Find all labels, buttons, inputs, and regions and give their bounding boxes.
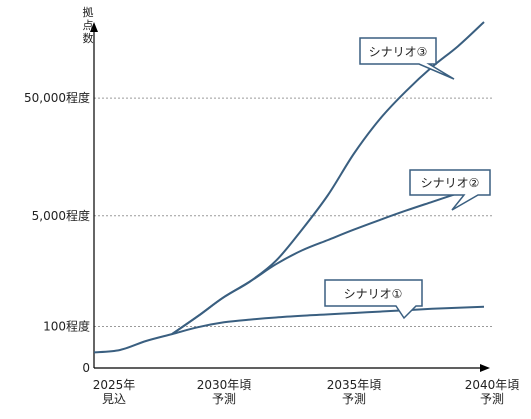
y-axis-arrow [90,22,98,32]
x-tick-label: 見込 [102,392,126,406]
axes [90,22,490,372]
callout-box [324,279,423,320]
x-tick-label: 2025年 [93,378,136,392]
y-axis-label-char: 拠 [83,6,94,19]
y-axis-label-char: 点 [83,19,94,32]
x-tick-label: 2035年頃 [327,378,382,392]
y-tick-label: 5,000程度 [32,208,90,223]
x-tick-label: 予測 [212,392,236,406]
y-tick-labels: 50,000程度 5,000程度 100程度 0 [24,90,90,375]
x-tick-label: 2040年頃 [465,378,520,392]
grid-lines [94,97,494,327]
callout-box [359,37,455,80]
y-axis-label: 拠 点 数 [83,6,94,45]
callout-scenario-1: シナリオ① [324,279,423,320]
series-label-scenario-1: シナリオ① [344,287,403,301]
x-tick-label: 予測 [480,392,504,406]
x-axis-arrow [480,364,490,372]
series-label-scenario-2: シナリオ② [421,176,480,190]
series-line-s1 [93,305,485,354]
callout-scenario-2: シナリオ② [409,169,491,211]
y-tick-label: 100程度 [43,318,90,333]
callout-scenario-3: シナリオ③ [359,37,455,80]
callout-box [409,169,491,211]
y-tick-label: 50,000程度 [24,90,90,105]
series-line-s2 [171,183,485,335]
y-axis-label-char: 数 [83,32,94,45]
x-tick-label: 2030年頃 [197,378,252,392]
series-label-scenario-3: シナリオ③ [369,45,428,59]
scenario-callouts: シナリオ③ シナリオ② シナリオ① [324,37,491,320]
x-tick-label: 予測 [342,392,366,406]
y-tick-label: 0 [82,361,90,375]
